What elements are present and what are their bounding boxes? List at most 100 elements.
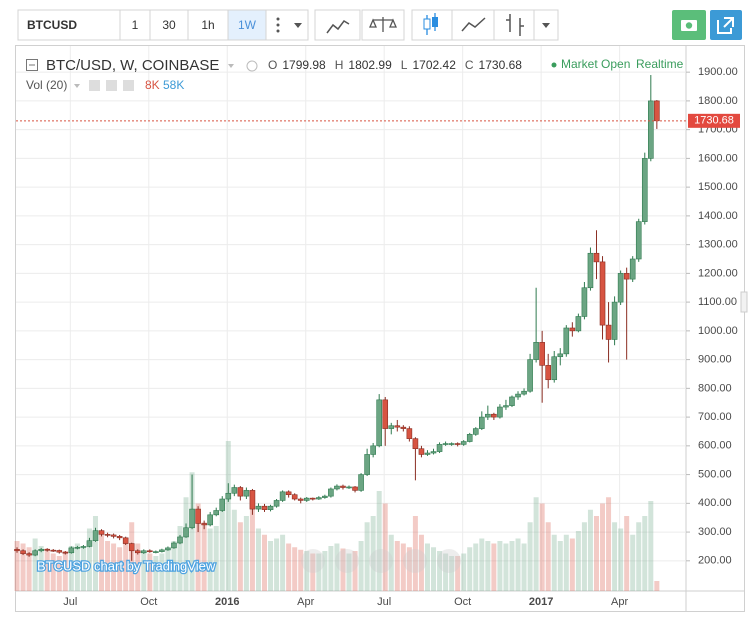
volume-bar <box>80 547 86 591</box>
volume-bar <box>249 497 255 591</box>
volume-bar <box>159 553 165 591</box>
candle-body <box>309 497 316 500</box>
volume-bar <box>86 528 92 591</box>
volume-bar <box>587 509 593 591</box>
volume-bar <box>189 472 195 591</box>
volume-bar <box>545 522 551 591</box>
settings-icon[interactable] <box>106 80 117 91</box>
dropdown-arrow <box>542 23 550 28</box>
icon <box>423 18 431 30</box>
volume-bar <box>551 534 557 591</box>
y-tick-label: 200.00 <box>698 555 732 567</box>
candle-body <box>213 510 220 516</box>
candle-body <box>122 537 129 544</box>
reset[interactable] <box>369 549 393 573</box>
candle-body <box>581 287 588 317</box>
volume-bar <box>569 538 575 591</box>
volume-bar <box>99 534 105 591</box>
candle-body <box>460 441 467 445</box>
candle-body <box>50 549 57 552</box>
volume-bar <box>352 551 358 591</box>
volume-bar <box>431 547 437 591</box>
volume-bar <box>225 441 231 591</box>
ohlc-letter: C <box>465 58 474 72</box>
candle-body <box>104 534 111 536</box>
interval-button[interactable] <box>119 9 151 41</box>
zoom-in[interactable] <box>403 549 427 573</box>
bars-button[interactable] <box>493 9 535 41</box>
volume-bar <box>117 547 123 591</box>
candle-body <box>641 158 648 222</box>
ohlc-value: 1730.68 <box>479 58 523 72</box>
volume-bar <box>388 534 394 591</box>
volume-bar <box>394 541 400 591</box>
more-intervals[interactable] <box>265 9 309 41</box>
candle-body <box>454 443 461 445</box>
volume-bar <box>286 543 292 591</box>
interval-button[interactable] <box>149 9 189 41</box>
volume-bar <box>358 541 364 591</box>
interval-label: 30 <box>162 18 176 32</box>
candle-body <box>189 508 195 529</box>
icon <box>432 17 438 27</box>
candle-body <box>279 491 286 501</box>
x-tick-label: Jul <box>63 596 77 608</box>
ohlc-value: 1802.99 <box>348 58 392 72</box>
candle-body <box>629 258 636 280</box>
side-handle[interactable] <box>740 291 748 313</box>
candle-body <box>551 356 558 381</box>
candle-body <box>177 536 183 544</box>
symbol-box[interactable] <box>17 9 121 41</box>
scroll-right[interactable] <box>437 549 461 573</box>
candle-body <box>147 550 153 553</box>
candle-body <box>485 413 491 418</box>
volume-bar <box>219 503 225 591</box>
candle-body <box>98 530 105 535</box>
x-tick-label: Oct <box>454 596 471 608</box>
remove-icon[interactable] <box>123 80 134 91</box>
toolbar: BTCUSD 1 30 1h 1W <box>17 9 742 41</box>
ohlc-legend: O 1799.98 H 1802.99 L 1702.42 C 1730.68 <box>268 58 522 72</box>
volume-bar <box>50 553 56 591</box>
grid <box>16 46 686 591</box>
volume-value: 8K <box>145 78 160 92</box>
volume-bar <box>533 497 539 591</box>
volume-bar <box>135 543 141 591</box>
interval-button-active[interactable] <box>227 9 267 41</box>
candle-body <box>412 438 419 450</box>
candle-body <box>617 273 624 303</box>
candle-body <box>611 301 618 340</box>
y-tick-label: 1600.00 <box>698 152 738 164</box>
candle-body <box>472 428 479 435</box>
series-title: BTC/USD, W, COINBASE <box>46 57 219 74</box>
volume-bar <box>406 547 412 591</box>
y-tick-label: 300.00 <box>698 526 732 538</box>
candle-body <box>219 498 226 511</box>
candle-body <box>575 316 582 332</box>
x-tick-label: 2017 <box>529 596 553 608</box>
eye-icon[interactable] <box>246 60 258 72</box>
scroll-left[interactable] <box>301 549 325 573</box>
zoom-out[interactable] <box>335 549 359 573</box>
volume-bar <box>38 546 44 591</box>
volume-bar <box>437 551 443 591</box>
indicators-button[interactable] <box>314 9 361 41</box>
volume-bar <box>105 541 111 591</box>
volume-bar <box>274 538 280 591</box>
candle-body <box>26 553 32 556</box>
candle-body <box>44 549 51 551</box>
eye-icon[interactable] <box>89 80 100 91</box>
navigation-buttons <box>301 549 461 573</box>
icon <box>506 14 524 36</box>
volume-bar <box>515 538 521 591</box>
volume-bar <box>322 551 328 591</box>
volume-bar <box>497 541 503 591</box>
candle-body <box>56 550 63 553</box>
volume-bar <box>237 522 243 591</box>
symbol: BTCUSD <box>27 18 77 32</box>
x-tick-label: Jul <box>377 596 391 608</box>
candle-body <box>503 405 509 408</box>
volume-bar <box>624 516 630 591</box>
candle-body <box>116 536 123 539</box>
